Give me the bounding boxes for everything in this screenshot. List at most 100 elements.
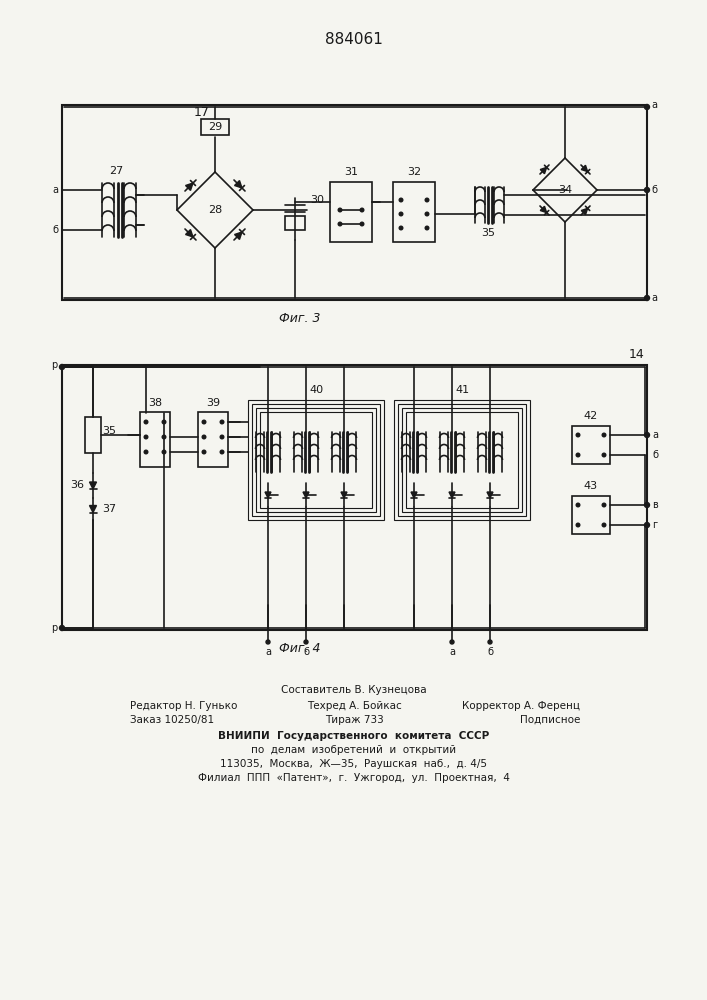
Text: 36: 36 bbox=[70, 480, 84, 490]
Circle shape bbox=[360, 208, 364, 212]
Polygon shape bbox=[581, 208, 588, 215]
Text: а: а bbox=[265, 647, 271, 657]
Bar bbox=[402, 408, 522, 512]
Text: Подписное: Подписное bbox=[520, 715, 580, 725]
Circle shape bbox=[144, 420, 148, 424]
Circle shape bbox=[202, 420, 206, 424]
Text: а: а bbox=[449, 647, 455, 657]
Text: Заказ 10250/81: Заказ 10250/81 bbox=[130, 715, 214, 725]
Circle shape bbox=[338, 222, 341, 226]
Circle shape bbox=[602, 503, 606, 507]
Circle shape bbox=[425, 212, 429, 216]
Bar bbox=[394, 400, 530, 520]
Bar bbox=[140, 412, 170, 467]
Circle shape bbox=[266, 640, 270, 644]
Bar bbox=[285, 216, 305, 230]
Text: а: а bbox=[652, 430, 658, 440]
Circle shape bbox=[162, 420, 166, 424]
Polygon shape bbox=[303, 492, 309, 498]
Text: б: б bbox=[52, 225, 58, 235]
Circle shape bbox=[162, 435, 166, 439]
Text: 37: 37 bbox=[102, 504, 116, 514]
Bar bbox=[252, 404, 380, 516]
Text: Техред А. Бойкас: Техред А. Бойкас bbox=[307, 701, 402, 711]
Circle shape bbox=[144, 435, 148, 439]
Circle shape bbox=[338, 208, 341, 212]
Polygon shape bbox=[487, 492, 493, 498]
Circle shape bbox=[220, 450, 224, 454]
Circle shape bbox=[399, 198, 403, 202]
Text: ВНИИПИ  Государственного  комитета  СССР: ВНИИПИ Государственного комитета СССР bbox=[218, 731, 490, 741]
Text: 39: 39 bbox=[206, 398, 220, 408]
Text: б: б bbox=[652, 450, 658, 460]
Bar bbox=[198, 412, 228, 467]
Circle shape bbox=[576, 433, 580, 437]
Circle shape bbox=[450, 640, 454, 644]
Text: 43: 43 bbox=[584, 481, 598, 491]
Text: 113035,  Москва,  Ж—35,  Раушская  наб.,  д. 4/5: 113035, Москва, Ж—35, Раушская наб., д. … bbox=[221, 759, 488, 769]
Circle shape bbox=[645, 432, 650, 438]
Circle shape bbox=[645, 104, 650, 109]
Bar bbox=[248, 400, 384, 520]
Text: 14: 14 bbox=[629, 349, 645, 361]
Polygon shape bbox=[540, 167, 547, 174]
Circle shape bbox=[399, 226, 403, 230]
Text: 32: 32 bbox=[407, 167, 421, 177]
Text: Составитель В. Кузнецова: Составитель В. Кузнецова bbox=[281, 685, 427, 695]
Text: Редактор Н. Гунько: Редактор Н. Гунько bbox=[130, 701, 238, 711]
Bar bbox=[260, 412, 372, 508]
Text: а: а bbox=[651, 293, 657, 303]
Bar bbox=[572, 496, 610, 534]
Text: Фиг. 3: Фиг. 3 bbox=[279, 312, 321, 324]
Circle shape bbox=[645, 296, 650, 300]
Text: 27: 27 bbox=[109, 166, 123, 176]
Polygon shape bbox=[185, 230, 193, 237]
Polygon shape bbox=[341, 492, 347, 498]
Bar bbox=[393, 182, 435, 242]
Circle shape bbox=[220, 420, 224, 424]
Text: 29: 29 bbox=[208, 122, 222, 132]
Text: б: б bbox=[651, 185, 657, 195]
Text: Фиг. 4: Фиг. 4 bbox=[279, 642, 321, 654]
Bar bbox=[62, 105, 647, 300]
Polygon shape bbox=[235, 232, 242, 239]
Text: б: б bbox=[303, 647, 309, 657]
Bar bbox=[572, 426, 610, 464]
Text: 17: 17 bbox=[194, 106, 210, 119]
Text: р: р bbox=[51, 360, 57, 370]
Circle shape bbox=[360, 222, 364, 226]
Text: 35: 35 bbox=[481, 228, 495, 238]
Text: а: а bbox=[651, 100, 657, 110]
Text: 42: 42 bbox=[584, 411, 598, 421]
Text: г: г bbox=[653, 520, 658, 530]
Bar bbox=[201, 119, 229, 135]
Circle shape bbox=[576, 453, 580, 457]
Text: 30: 30 bbox=[310, 195, 324, 205]
Polygon shape bbox=[235, 181, 242, 188]
Circle shape bbox=[645, 502, 650, 508]
Circle shape bbox=[576, 523, 580, 527]
Circle shape bbox=[576, 503, 580, 507]
Polygon shape bbox=[90, 506, 96, 512]
Circle shape bbox=[645, 522, 650, 528]
Text: 35: 35 bbox=[102, 426, 116, 436]
Circle shape bbox=[304, 640, 308, 644]
Text: Корректор А. Ференц: Корректор А. Ференц bbox=[462, 701, 580, 711]
Bar bbox=[406, 412, 518, 508]
Bar bbox=[330, 182, 372, 242]
Circle shape bbox=[202, 450, 206, 454]
Text: по  делам  изобретений  и  открытий: по делам изобретений и открытий bbox=[252, 745, 457, 755]
Polygon shape bbox=[90, 482, 96, 489]
Text: в: в bbox=[652, 500, 658, 510]
Text: 38: 38 bbox=[148, 398, 162, 408]
Circle shape bbox=[399, 212, 403, 216]
Text: р: р bbox=[51, 623, 57, 633]
Circle shape bbox=[645, 188, 650, 192]
Polygon shape bbox=[185, 183, 193, 190]
Text: а: а bbox=[52, 185, 58, 195]
Circle shape bbox=[602, 433, 606, 437]
Circle shape bbox=[144, 450, 148, 454]
Text: 40: 40 bbox=[309, 385, 323, 395]
Text: 28: 28 bbox=[208, 205, 222, 215]
Polygon shape bbox=[411, 492, 417, 498]
